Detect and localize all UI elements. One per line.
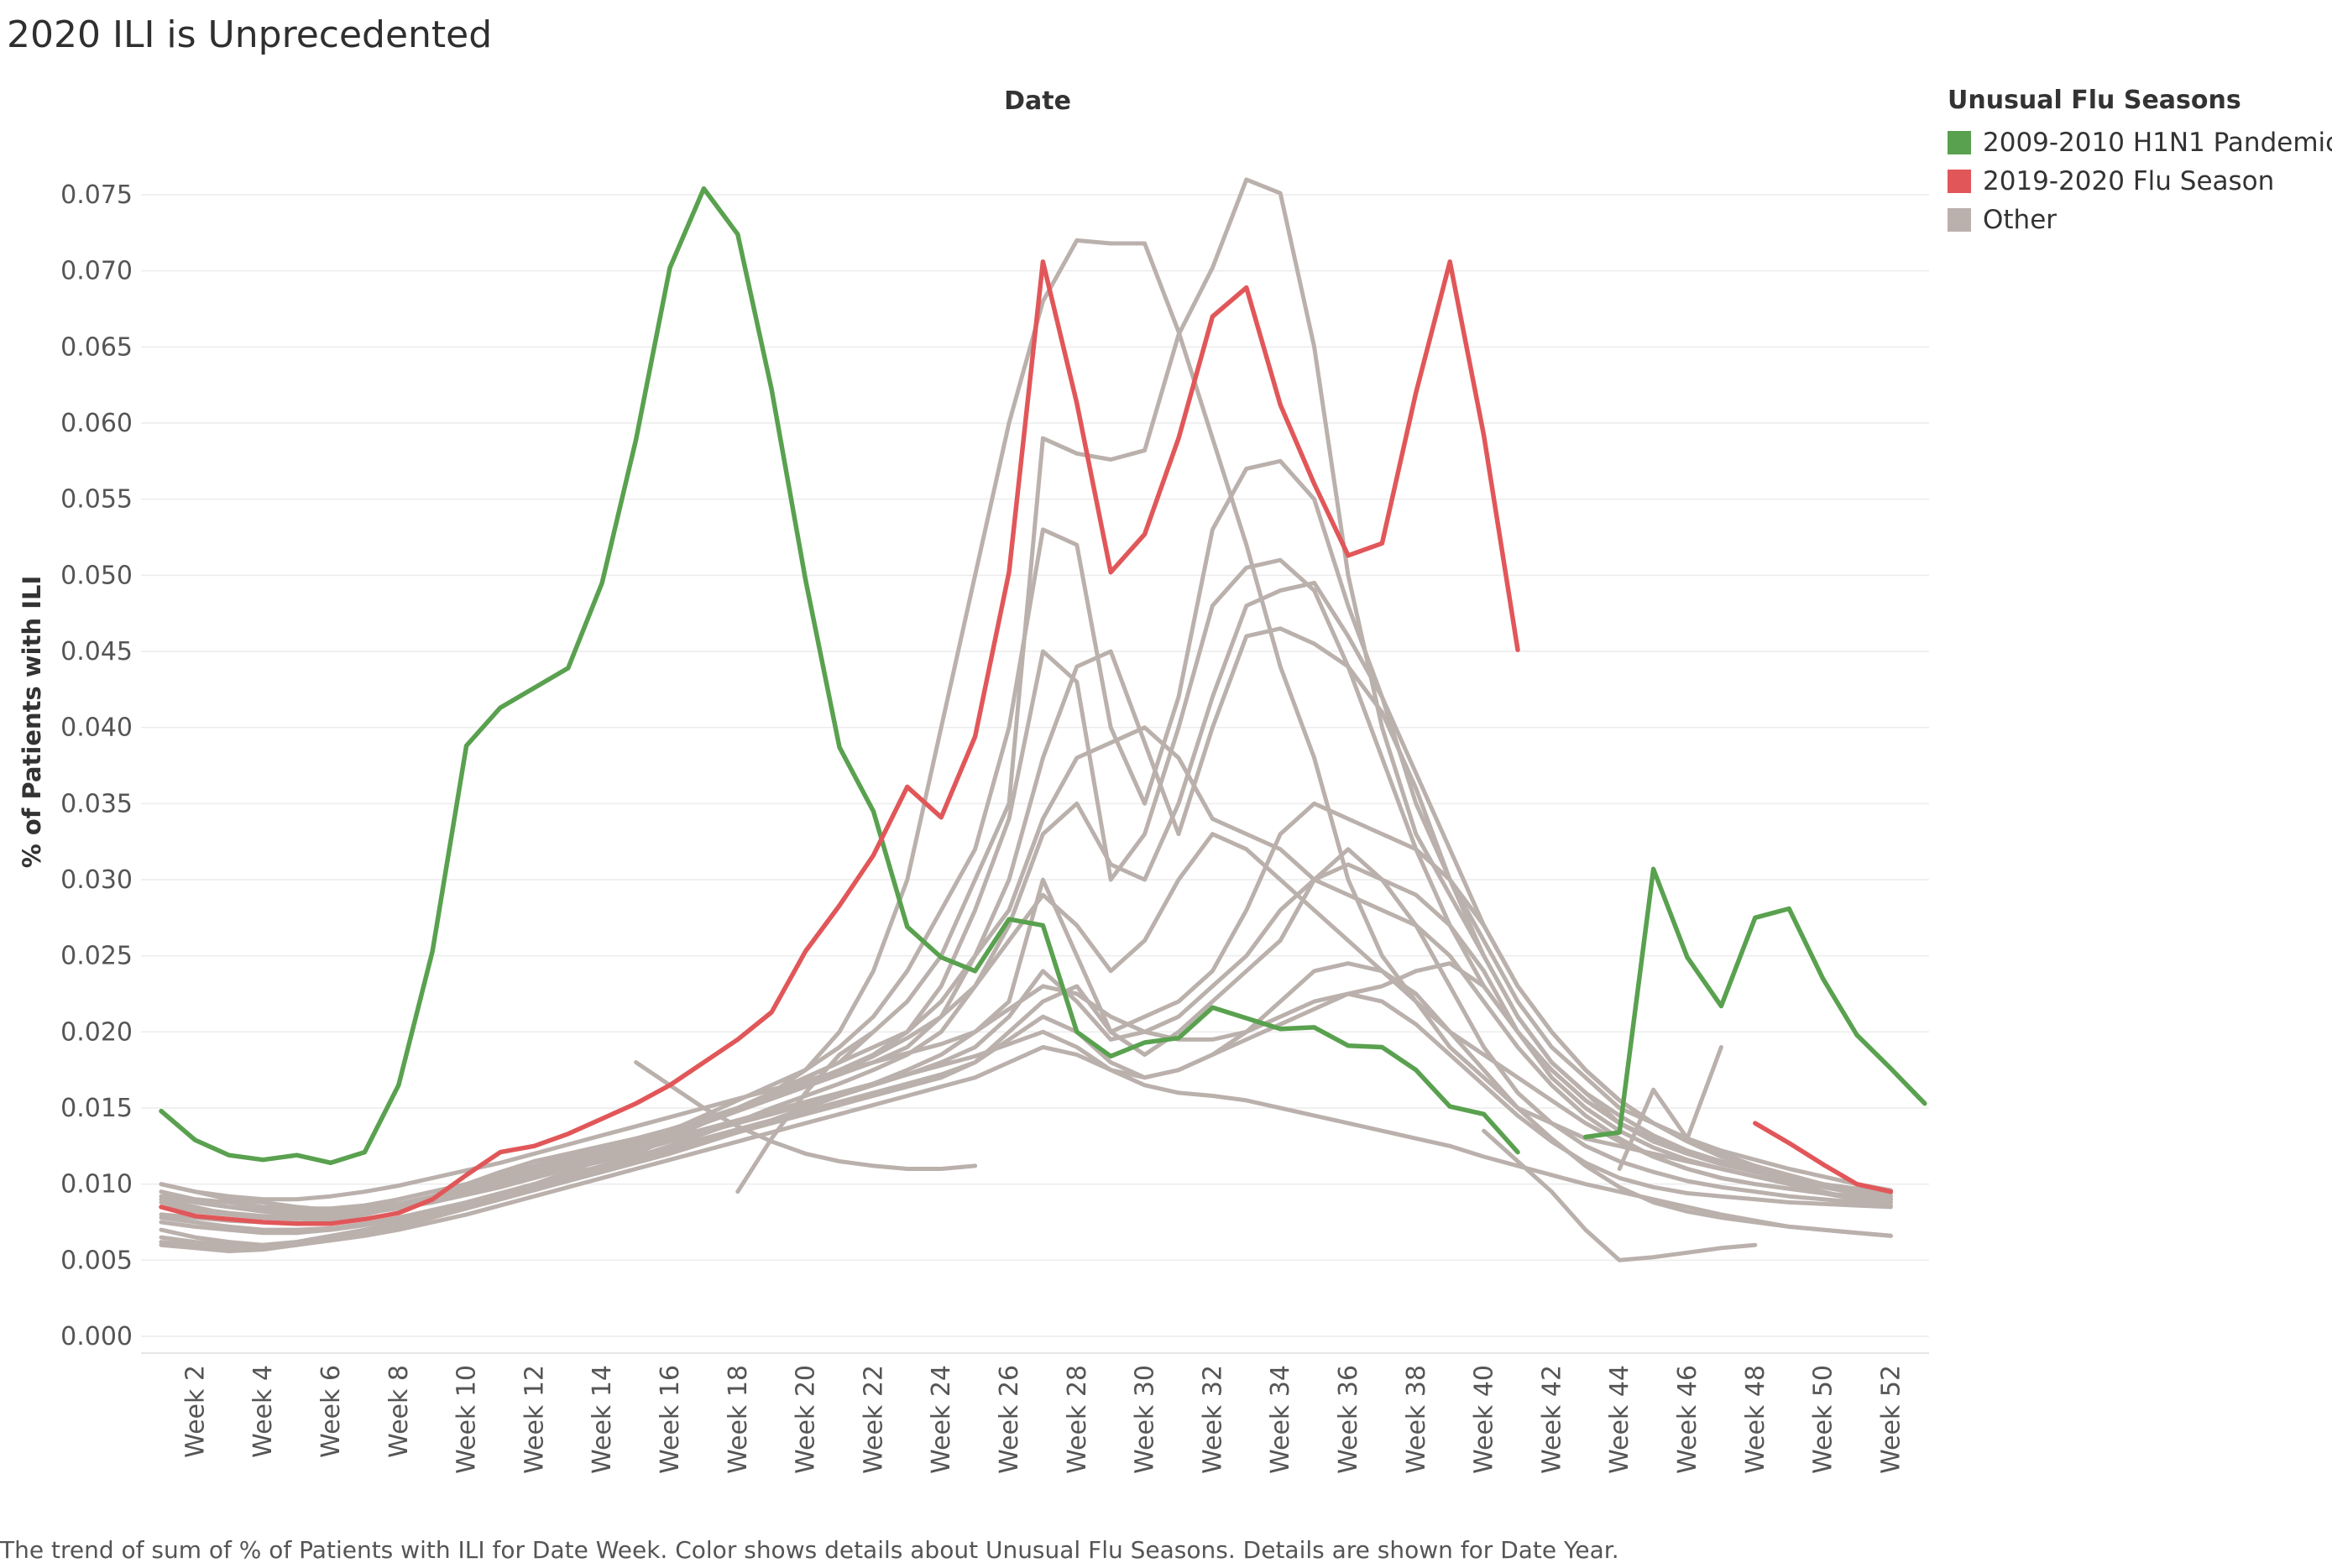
y-axis: 0.000 0.005 0.010 0.015 0.020 0.025 0.030 0.035… — [60, 180, 133, 1351]
series-line-other[interactable] — [1617, 1045, 1723, 1171]
series-line-2019-2020[interactable] — [1753, 1121, 1894, 1194]
x-tick-label: Week 50 — [1809, 1365, 1838, 1474]
legend-title: Unusual Flu Seasons — [1948, 86, 2241, 115]
series-line-other[interactable] — [159, 984, 1893, 1210]
x-tick-label: Week 14 — [588, 1365, 617, 1474]
x-tick-label: Week 8 — [384, 1365, 414, 1458]
x-tick-label: Week 12 — [520, 1365, 549, 1474]
y-tick-label: 0.035 — [60, 789, 133, 818]
y-tick-label: 0.005 — [60, 1246, 133, 1275]
series-line-other[interactable] — [159, 177, 1893, 1226]
legend-item-2019-2020[interactable]: 2019-2020 Flu Season — [1948, 162, 2332, 201]
y-tick-label: 0.055 — [60, 485, 133, 515]
x-tick-label: Week 34 — [1266, 1365, 1295, 1474]
other-season-lines — [159, 177, 1893, 1262]
legend-label: Other — [1983, 205, 2057, 235]
series-line-other[interactable] — [634, 1060, 978, 1171]
series-line-other[interactable] — [159, 862, 1893, 1220]
y-tick-label: 0.045 — [60, 637, 133, 666]
series-line-other[interactable] — [159, 458, 1893, 1212]
top-axis-label: Date — [1004, 86, 1071, 116]
series-line-h1n1[interactable] — [159, 186, 1520, 1166]
series-line-other[interactable] — [159, 847, 1893, 1247]
y-tick-label: 0.040 — [60, 713, 133, 743]
legend-swatch-green — [1948, 131, 1971, 154]
series-line-other[interactable] — [735, 1029, 876, 1194]
x-tick-label: Week 4 — [248, 1365, 278, 1458]
x-tick-label: Week 6 — [316, 1365, 346, 1458]
x-tick-label: Week 36 — [1334, 1365, 1363, 1474]
x-tick-label: Week 32 — [1198, 1365, 1227, 1474]
y-tick-label: 0.030 — [60, 865, 133, 895]
legend-swatch-red — [1948, 170, 1971, 193]
series-line-h1n1[interactable] — [1583, 866, 1927, 1140]
series-line-other[interactable] — [159, 961, 1893, 1251]
legend-label: 2009-2010 H1N1 Pandemic — [1983, 128, 2332, 158]
x-tick-label: Week 46 — [1673, 1365, 1702, 1474]
y-tick-label: 0.000 — [60, 1322, 133, 1351]
x-tick-label: Week 18 — [724, 1365, 753, 1474]
x-tick-label: Week 48 — [1741, 1365, 1770, 1474]
legend-swatch-gray — [1948, 208, 1971, 232]
legend-item-other[interactable]: Other — [1948, 201, 2332, 239]
x-tick-label: Week 42 — [1537, 1365, 1566, 1474]
x-tick-label: Week 22 — [859, 1365, 888, 1474]
x-tick-label: Week 20 — [792, 1365, 821, 1474]
series-line-other[interactable] — [159, 832, 1893, 1211]
y-tick-label: 0.070 — [60, 257, 133, 286]
x-tick-label: Week 24 — [927, 1365, 956, 1474]
series-line-other[interactable] — [159, 961, 1893, 1232]
y-tick-label: 0.050 — [60, 561, 133, 590]
x-tick-label: Week 26 — [995, 1365, 1024, 1474]
x-tick-label: Week 2 — [180, 1365, 210, 1458]
series-line-other[interactable] — [159, 1029, 1893, 1238]
y-tick-label: 0.060 — [60, 409, 133, 438]
highlight-season-lines — [159, 186, 1927, 1226]
x-tick-label: Week 52 — [1876, 1365, 1906, 1474]
y-tick-label: 0.025 — [60, 942, 133, 971]
y-tick-label: 0.065 — [60, 332, 133, 362]
legend[interactable]: Unusual Flu Seasons 2009-2010 H1N1 Pande… — [1948, 86, 2332, 239]
x-tick-label: Week 30 — [1131, 1365, 1160, 1474]
y-axis-title: % of Patients with ILI — [18, 576, 46, 869]
chart-caption: The trend of sum of % of Patients with I… — [0, 1536, 1619, 1564]
x-tick-label: Week 38 — [1402, 1365, 1431, 1474]
y-tick-label: 0.015 — [60, 1094, 133, 1123]
y-tick-label: 0.020 — [60, 1017, 133, 1047]
series-line-2019-2020[interactable] — [159, 259, 1520, 1226]
x-axis: Week 2 Week 4 Week 6 Week 8 Week 10 Week 12 We… — [180, 1365, 1906, 1474]
series-line-other[interactable] — [159, 557, 1893, 1217]
x-tick-label: Week 44 — [1605, 1365, 1634, 1474]
x-tick-label: Week 16 — [656, 1365, 685, 1474]
legend-item-h1n1[interactable]: 2009-2010 H1N1 Pandemic — [1948, 123, 2332, 162]
y-tick-label: 0.010 — [60, 1170, 133, 1200]
y-tick-label: 0.075 — [60, 180, 133, 210]
chart-title: 2020 ILI is Unprecedented — [7, 13, 493, 56]
gridlines — [141, 194, 1929, 1354]
x-tick-label: Week 10 — [452, 1365, 482, 1474]
series-line-other[interactable] — [159, 801, 1893, 1253]
x-tick-label: Week 28 — [1063, 1365, 1092, 1474]
series-line-other[interactable] — [159, 725, 1893, 1247]
series-line-other[interactable] — [1482, 1128, 1758, 1262]
x-tick-label: Week 40 — [1470, 1365, 1499, 1474]
legend-label: 2019-2020 Flu Season — [1983, 166, 2275, 196]
